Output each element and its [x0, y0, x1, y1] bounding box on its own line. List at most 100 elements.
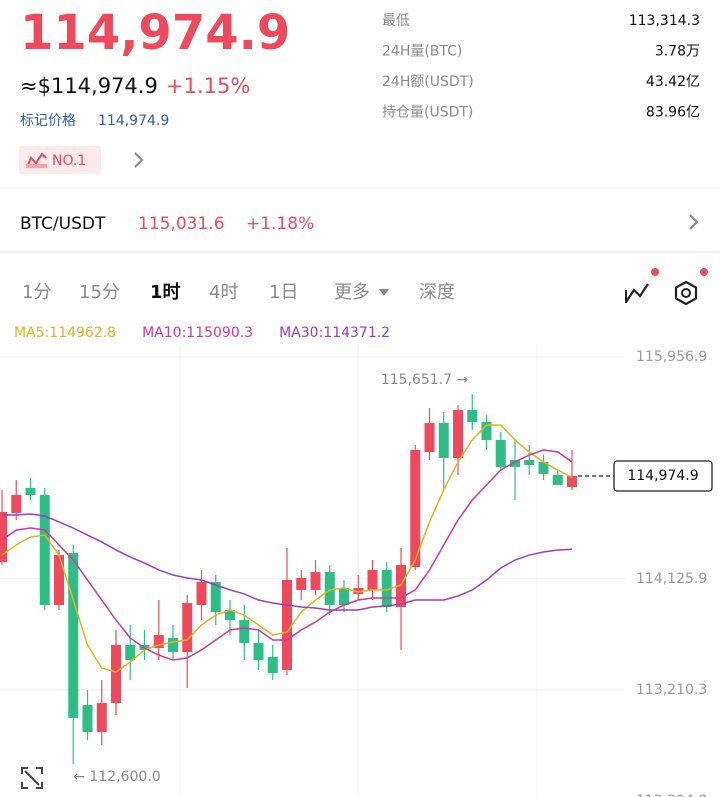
y-tick-label: 113,210.3 — [636, 682, 707, 698]
candle-body — [239, 620, 250, 644]
candle-body — [96, 703, 107, 733]
y-tick-label: 114,125.9 — [636, 571, 707, 587]
stat-value: 3.78万 — [655, 44, 700, 60]
candle-body — [253, 643, 264, 661]
last-price-box — [613, 460, 713, 492]
expand-icon — [21, 767, 28, 774]
notice-dot — [651, 268, 659, 276]
candle-body — [438, 423, 449, 458]
tab[interactable]: 1日 — [269, 282, 298, 303]
tab[interactable]: 深度 — [419, 282, 455, 303]
mark-label[interactable]: 标记价格 — [20, 113, 76, 129]
candle-body — [467, 409, 478, 422]
candle-body — [0, 512, 7, 562]
chevron[interactable] — [689, 214, 699, 230]
stat-value: 113,314.3 — [629, 13, 700, 29]
high-annotation: 115,651.7 → — [381, 372, 469, 388]
candle-body — [196, 581, 207, 605]
change: +1.15% — [166, 74, 250, 98]
stat-label: 持仓量(USDT) — [382, 105, 473, 121]
candle-body — [481, 421, 492, 441]
indicator-button[interactable] — [625, 268, 659, 303]
settings-button[interactable] — [674, 268, 708, 306]
mark-price: 114,974.9 — [98, 113, 169, 129]
tab[interactable]: 4时 — [209, 282, 238, 303]
pair-symbol[interactable]: BTC/USDT — [20, 214, 106, 234]
candle-body — [410, 449, 421, 568]
candle-body — [11, 495, 22, 513]
tab[interactable]: 15分 — [79, 282, 120, 303]
tab[interactable]: 1时 — [150, 282, 181, 303]
candle-body — [267, 656, 278, 673]
candle-body — [552, 475, 563, 485]
stat-label: 最低 — [382, 13, 410, 29]
badge-icon-base — [26, 164, 47, 168]
stat-value: 83.96亿 — [646, 105, 700, 121]
candle-body — [453, 409, 463, 458]
y-tick-label: 112,294.8 — [636, 793, 707, 797]
candle-body — [210, 581, 221, 613]
candle-body — [111, 644, 121, 704]
expand-button[interactable] — [21, 767, 43, 789]
candle-body — [25, 488, 36, 496]
last-price: 114,974.9 — [20, 5, 290, 61]
candle-body — [567, 476, 577, 488]
candle-body — [296, 577, 307, 590]
candle-body — [538, 461, 549, 474]
y-tick-label: 115,956.9 — [636, 349, 707, 365]
candle-body — [524, 460, 535, 465]
tabs: 1分 15分 1时 4时 1日 更多 深度 — [22, 282, 455, 303]
candle-body — [282, 580, 292, 670]
candle-body — [82, 704, 93, 733]
candle-body — [182, 603, 193, 653]
candle-body — [339, 588, 349, 605]
rank: NO.1 — [52, 153, 86, 169]
candle-body — [68, 552, 79, 718]
notice-dot — [700, 268, 708, 276]
candle-body — [424, 423, 435, 453]
chevron[interactable] — [134, 152, 144, 168]
expand-icon — [36, 767, 43, 774]
expand-icon — [21, 782, 28, 789]
ma-line — [1, 449, 573, 661]
low-annotation: ← 112,600.0 — [73, 769, 160, 785]
candle-body — [396, 564, 406, 608]
stats: 最低 113,314.3 24H量(BTC) 3.78万 24H额(USDT) 43.42… — [382, 13, 700, 121]
tab[interactable]: 1分 — [22, 282, 51, 303]
candlestick-chart: 115,956.9 114,125.9 113,210.3 112,294.8 MA5:… — [0, 325, 713, 797]
legend-entry: MA5:114962.8 — [14, 325, 116, 341]
dropdown-arrow[interactable] — [379, 289, 389, 296]
stat-value: 43.42亿 — [646, 74, 700, 90]
settings-icon — [674, 280, 698, 306]
pair-change: +1.18% — [246, 214, 314, 234]
ma-line — [2, 513, 573, 611]
legend-entry: MA30:114371.2 — [279, 325, 390, 341]
approx-price: ≈$114,974.9 — [20, 74, 158, 98]
candle-body — [168, 637, 178, 653]
candle-body — [495, 440, 506, 468]
settings-icon — [681, 288, 691, 298]
candle-body — [324, 572, 335, 605]
expand-icon — [36, 782, 43, 789]
indicator-icon — [625, 283, 649, 303]
stat-label: 24H量(BTC) — [382, 44, 462, 60]
legend-entry: MA10:115090.3 — [142, 325, 253, 341]
candle-body — [54, 555, 64, 605]
expand-icon — [24, 770, 40, 786]
rank-badge[interactable]: NO.1 — [19, 146, 101, 174]
candle-body — [510, 460, 520, 468]
tab[interactable]: 更多 — [334, 282, 370, 303]
pair-price: 115,031.6 — [138, 214, 225, 234]
candle-body — [310, 572, 321, 590]
candle-body — [381, 569, 392, 608]
badge-icon — [26, 152, 47, 168]
last-price-label: 114,974.9 — [627, 468, 698, 484]
candle-body — [39, 495, 50, 605]
candle-body — [225, 609, 235, 621]
candle-body — [153, 635, 164, 649]
ma-line — [1, 424, 573, 673]
candle-body — [125, 644, 136, 661]
candle-body — [353, 588, 364, 594]
